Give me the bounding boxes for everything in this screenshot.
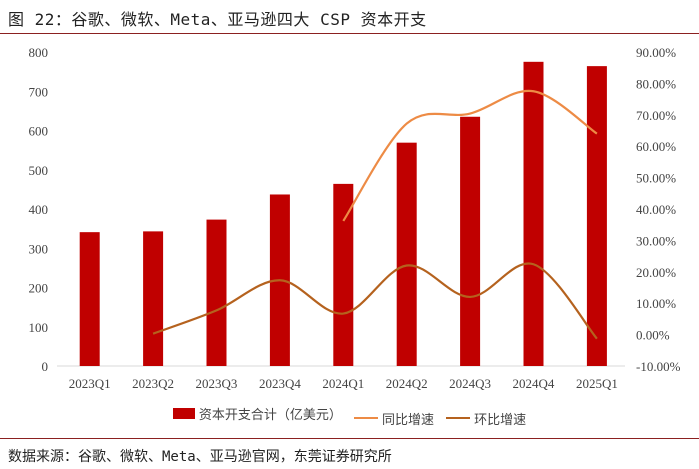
- x-axis-tick: 2023Q2: [132, 376, 174, 391]
- x-axis-tick: 2025Q1: [576, 376, 618, 391]
- bar-capex: [460, 116, 481, 366]
- bar-capex: [143, 231, 164, 366]
- left-axis-tick: 400: [29, 202, 49, 217]
- legend-swatch-capex: [172, 408, 195, 419]
- x-axis-tick: 2023Q1: [69, 376, 111, 391]
- right-axis-tick: 20.00%: [636, 265, 676, 280]
- figure-title: 图 22：谷歌、微软、Meta、亚马逊四大 CSP 资本开支: [8, 10, 427, 29]
- right-axis-tick: 70.00%: [636, 108, 676, 123]
- bar-capex: [396, 142, 417, 366]
- title-rule: [0, 33, 699, 34]
- right-axis-tick: 30.00%: [636, 233, 676, 248]
- right-axis-tick: 80.00%: [636, 76, 676, 91]
- legend-swatch-yoy: [353, 417, 378, 419]
- legend-label-capex: 资本开支合计（亿美元）: [198, 408, 342, 423]
- bar-capex: [206, 219, 227, 366]
- bar-capex: [79, 232, 100, 366]
- x-axis-tick: 2024Q3: [449, 376, 491, 391]
- right-axis-tick: 90.00%: [636, 45, 676, 60]
- bar-capex: [333, 183, 354, 366]
- left-axis-tick: 200: [29, 281, 49, 296]
- line-yoy: [342, 89, 598, 222]
- left-axis-tick: 700: [29, 84, 49, 99]
- left-axis-tick: 600: [29, 124, 49, 139]
- source-note: 数据来源：谷歌、微软、Meta、亚马逊官网，东莞证券研究所: [8, 449, 392, 465]
- left-axis-tick: 0: [42, 359, 49, 374]
- right-axis-tick: 40.00%: [636, 202, 676, 217]
- right-axis-tick: 60.00%: [636, 139, 676, 154]
- left-axis-tick: 800: [29, 45, 49, 60]
- left-axis-tick: 500: [29, 163, 49, 178]
- x-axis-tick: 2024Q1: [322, 376, 364, 391]
- legend-item-capex: 资本开支合计（亿美元）: [172, 404, 342, 423]
- line-qoq: [152, 262, 598, 340]
- right-axis-tick: 50.00%: [636, 171, 676, 186]
- right-axis-tick: -10.00%: [636, 359, 681, 374]
- x-axis-tick: 2023Q4: [259, 376, 301, 391]
- legend-item-qoq: 环比增速: [446, 409, 526, 428]
- chart: 0 100 200 300 400 500 600 700 800 -10.00% 0.00% 10.…: [29, 45, 681, 391]
- legend-label-yoy: 同比增速: [381, 412, 434, 428]
- footer-rule: [0, 438, 699, 439]
- left-axis-tick: 100: [29, 320, 49, 335]
- x-axis-tick: 2023Q3: [196, 376, 238, 391]
- legend-swatch-qoq: [446, 417, 471, 419]
- x-axis-tick: 2024Q2: [386, 376, 428, 391]
- legend: 资本开支合计（亿美元） 同比增速 环比增速: [0, 404, 699, 428]
- left-axis-tick: 300: [29, 241, 49, 256]
- bar-capex: [586, 66, 607, 366]
- legend-label-qoq: 环比增速: [474, 412, 527, 428]
- x-axis-tick: 2024Q4: [513, 376, 555, 391]
- legend-item-yoy: 同比增速: [353, 409, 434, 428]
- right-axis-tick: 0.00%: [636, 328, 670, 343]
- right-axis-tick: 10.00%: [636, 296, 676, 311]
- bar-capex: [523, 61, 544, 366]
